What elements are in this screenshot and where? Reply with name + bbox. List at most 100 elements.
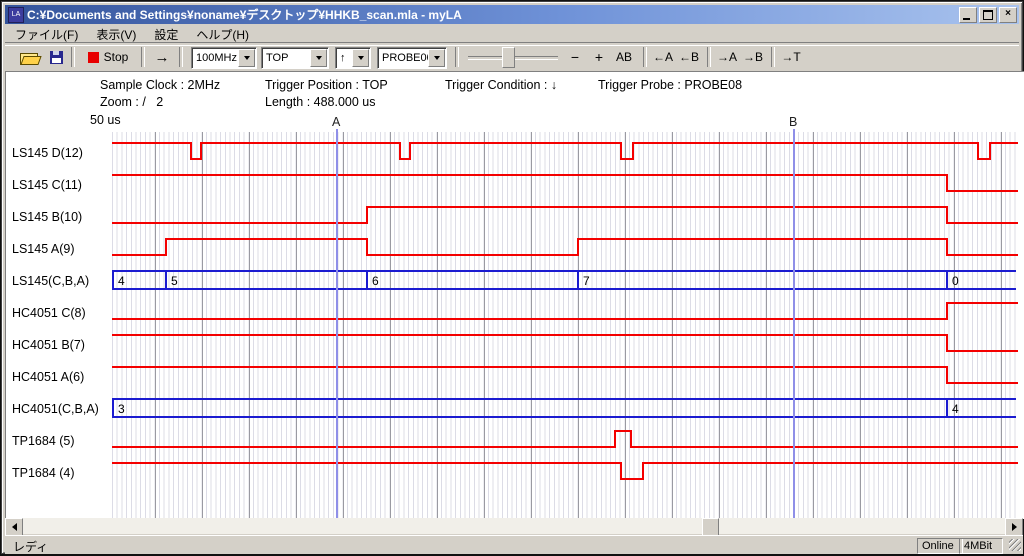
sample-clock-select[interactable]: 100MHz [191, 47, 257, 69]
trigger-position-value: TOP [266, 52, 289, 64]
zoom-ab-button[interactable]: AB [611, 46, 637, 68]
marker-line-b[interactable] [793, 129, 795, 518]
open-file-button[interactable] [17, 46, 42, 68]
channel-label: LS145 B(10) [12, 210, 83, 224]
dropdown-button[interactable] [310, 49, 327, 67]
set-marker-a-button[interactable]: →A [715, 46, 739, 68]
toolbar-divider [5, 42, 1019, 46]
zoom-out-button[interactable]: − [565, 46, 585, 68]
zoom-in-button[interactable]: + [589, 46, 609, 68]
info-sample-clock: Sample Clock : 2MHz [100, 78, 221, 92]
jump-to-b-button[interactable]: ←B [677, 46, 701, 68]
dropdown-button[interactable] [352, 49, 369, 67]
channel-label: TP1684 (4) [12, 466, 75, 480]
maximize-button[interactable] [979, 6, 997, 23]
trace-segment [630, 446, 1018, 448]
trigger-condition-select[interactable]: ↑ [335, 47, 371, 69]
scroll-right-button[interactable] [1005, 518, 1023, 536]
grid-major-line [813, 132, 814, 518]
bus-value: 5 [171, 274, 178, 288]
save-button[interactable] [45, 46, 67, 68]
trace-edge [366, 206, 368, 224]
trigger-probe-select[interactable]: PROBE00 [377, 47, 447, 69]
horizontal-scrollbar[interactable] [5, 518, 1023, 536]
bus-divider [946, 398, 948, 418]
trace-segment [946, 382, 1018, 384]
channel-label: HC4051 B(7) [12, 338, 85, 352]
trace-segment [112, 254, 167, 256]
grid-major-line [296, 132, 297, 518]
bus-value: 4 [118, 274, 125, 288]
trace-segment [620, 478, 644, 480]
menu-item-file[interactable]: ファイル(F) [15, 27, 79, 42]
trace-segment [112, 318, 948, 320]
stop-button[interactable]: Stop [79, 46, 137, 68]
trace-edge [642, 462, 644, 480]
bus-value: 0 [952, 274, 959, 288]
window-title: C:¥Documents and Settings¥noname¥デスクトップ¥… [27, 8, 462, 22]
bus-top-line [112, 398, 1016, 400]
sample-clock-value: 100MHz [196, 52, 237, 64]
grid-major-line [202, 132, 203, 518]
marker-line-a[interactable] [336, 129, 338, 518]
set-a-label: →A [716, 50, 737, 64]
run-button[interactable]: → [149, 46, 175, 68]
trace-segment [399, 158, 411, 160]
grid-major-line [954, 132, 955, 518]
jump-a-label: ←A [652, 50, 673, 64]
close-button[interactable]: × [999, 6, 1017, 23]
grid-major-line [249, 132, 250, 518]
grid-major-line [907, 132, 908, 518]
grid-major-line [531, 132, 532, 518]
close-icon: × [1005, 7, 1011, 19]
bus-divider [165, 270, 167, 290]
stop-icon [87, 51, 99, 63]
goto-trigger-button[interactable]: →T [779, 46, 803, 68]
minimize-button[interactable] [959, 6, 977, 23]
dropdown-button[interactable] [238, 49, 255, 67]
dropdown-button[interactable] [428, 49, 445, 67]
channel-label: HC4051(C,B,A) [12, 402, 99, 416]
bus-divider [112, 270, 114, 290]
bus-top-line [112, 270, 1016, 272]
scrollbar-thumb[interactable] [702, 518, 719, 536]
resize-grip-icon[interactable] [1009, 539, 1021, 551]
ab-label: AB [615, 50, 632, 64]
status-bar: レディ Online 4MBit [5, 535, 1023, 554]
title-bar[interactable]: LA C:¥Documents and Settings¥noname¥デスクト… [5, 5, 1019, 24]
trace-segment [112, 334, 948, 336]
trace-edge [989, 142, 991, 160]
grid-major-line [860, 132, 861, 518]
trace-edge [577, 238, 579, 256]
channel-label: TP1684 (5) [12, 434, 75, 448]
waveform-plot[interactable]: 4 5 6 7 0 3 4 [112, 129, 1018, 518]
bus-bottom-line [112, 288, 1016, 290]
menu-item-help[interactable]: ヘルプ(H) [196, 27, 250, 42]
arrow-left-icon [11, 523, 17, 531]
trace-edge [630, 430, 632, 448]
trace-edge [632, 142, 634, 160]
trace-edge [946, 334, 948, 352]
trace-segment [112, 446, 616, 448]
toolbar-separator [455, 47, 459, 67]
grid-major-line [484, 132, 485, 518]
set-marker-b-button[interactable]: →B [741, 46, 765, 68]
trace-segment [190, 158, 202, 160]
menu-item-settings[interactable]: 設定 [154, 27, 179, 42]
trace-segment [366, 206, 948, 208]
trace-edge [946, 174, 948, 192]
info-trigger-probe: Trigger Probe : PROBE08 [598, 78, 743, 92]
trace-edge [946, 206, 948, 224]
toolbar-separator [179, 47, 183, 67]
trace-edge [614, 430, 616, 448]
trace-segment [642, 462, 1018, 464]
jump-to-a-button[interactable]: ←A [651, 46, 675, 68]
menu-item-view[interactable]: 表示(V) [96, 27, 137, 42]
zoom-slider-thumb[interactable] [502, 47, 515, 68]
scroll-left-button[interactable] [5, 518, 23, 536]
trace-segment [946, 190, 1018, 192]
bus-divider [112, 398, 114, 418]
trigger-position-select[interactable]: TOP [261, 47, 329, 69]
